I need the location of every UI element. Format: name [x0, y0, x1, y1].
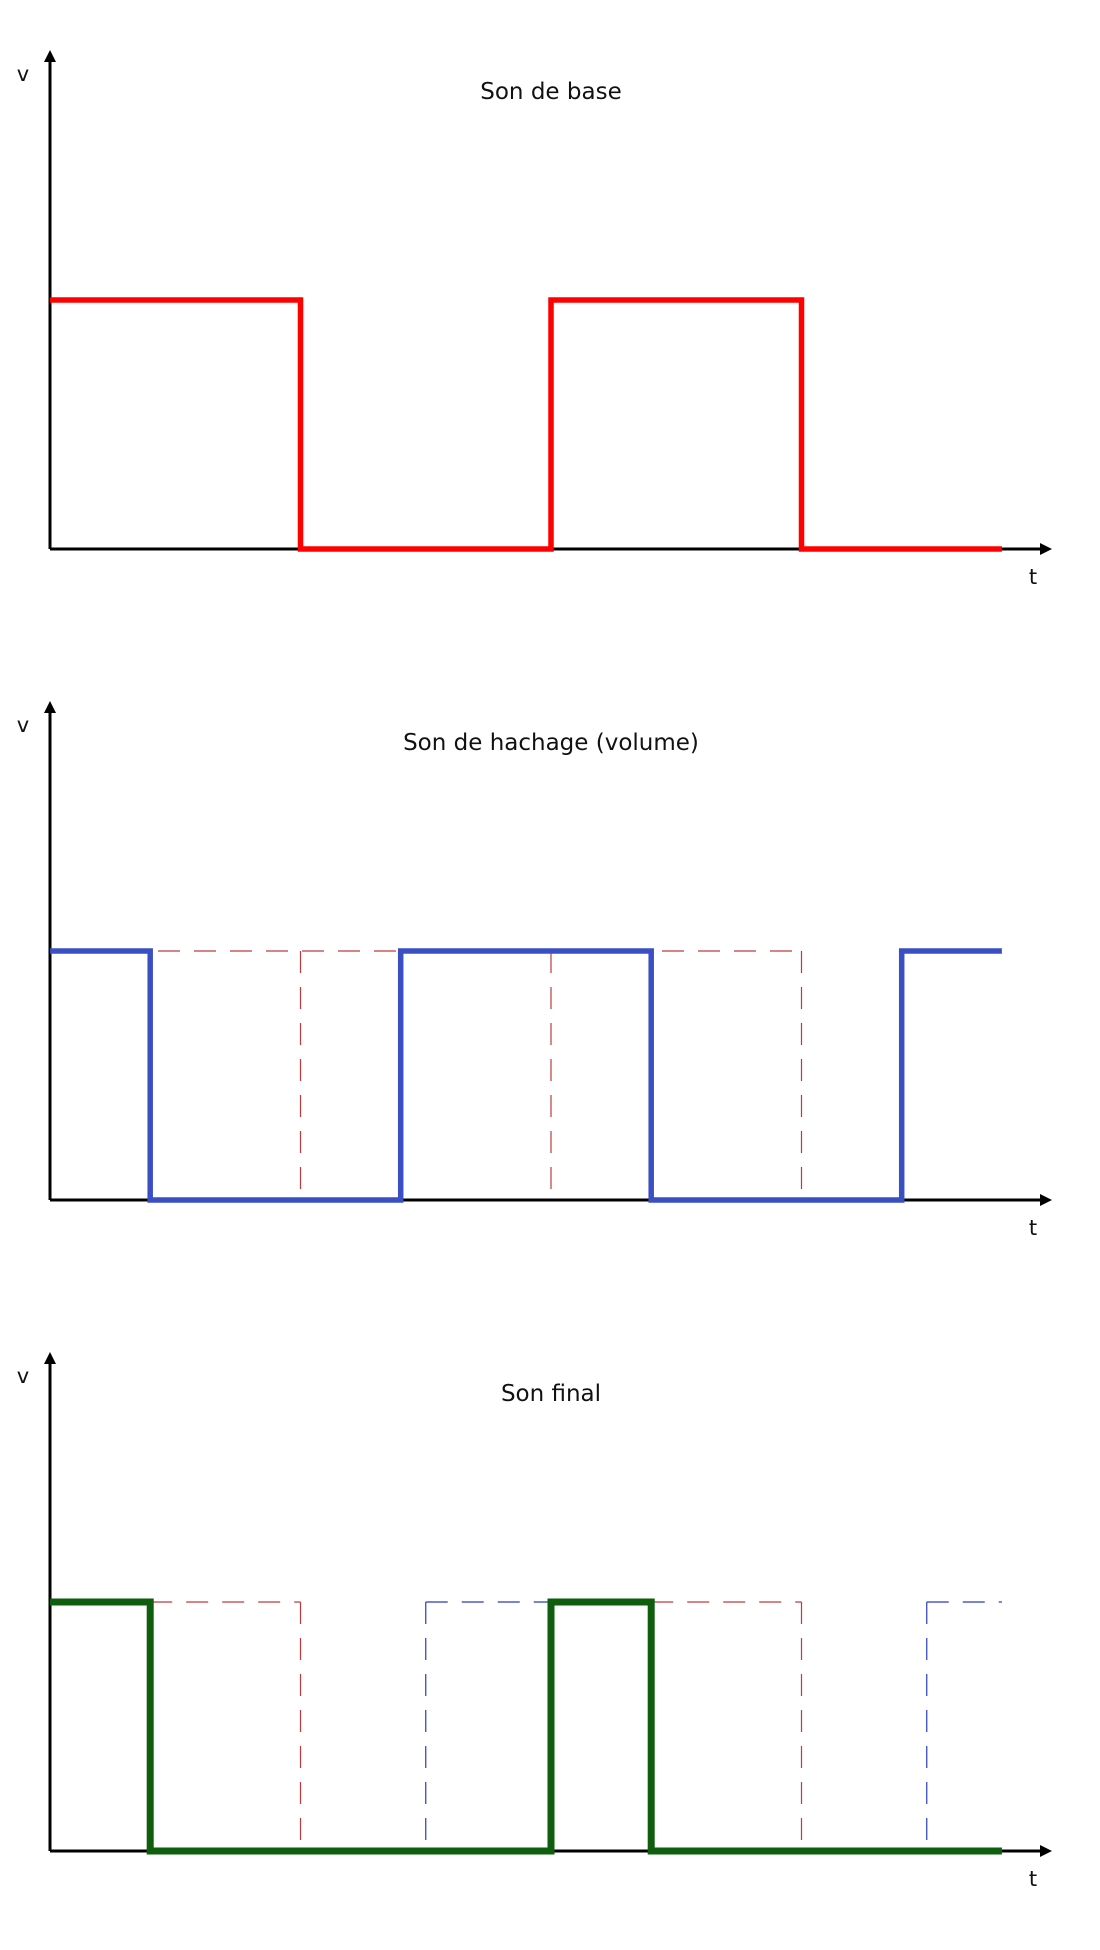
x-axis-label: t — [1029, 1867, 1037, 1891]
panel-title: Son de base — [480, 79, 621, 105]
y-axis-arrow-icon — [44, 701, 56, 713]
y-axis-arrow-icon — [44, 50, 56, 62]
x-axis-label: t — [1029, 1216, 1037, 1240]
hachage-signal-line — [50, 948, 1002, 1203]
x-axis-arrow-icon — [1040, 1845, 1052, 1857]
y-axis-label: v — [17, 62, 29, 86]
x-axis-arrow-icon — [1040, 543, 1052, 555]
panel-son-de-hachage: Son de hachage (volume) v t — [17, 701, 1052, 1240]
y-axis-label: v — [17, 1364, 29, 1388]
panel-son-de-base: Son de base v t — [17, 50, 1052, 589]
final-signal-line — [50, 1598, 1002, 1855]
x-axis-arrow-icon — [1040, 1194, 1052, 1206]
panel-son-final: Son final v t — [17, 1352, 1052, 1891]
x-axis-label: t — [1029, 565, 1037, 589]
panel-title: Son final — [501, 1381, 601, 1407]
y-axis-label: v — [17, 713, 29, 737]
base-signal-line — [50, 297, 1002, 552]
panel-title: Son de hachage (volume) — [403, 730, 699, 756]
y-axis-arrow-icon — [44, 1352, 56, 1364]
